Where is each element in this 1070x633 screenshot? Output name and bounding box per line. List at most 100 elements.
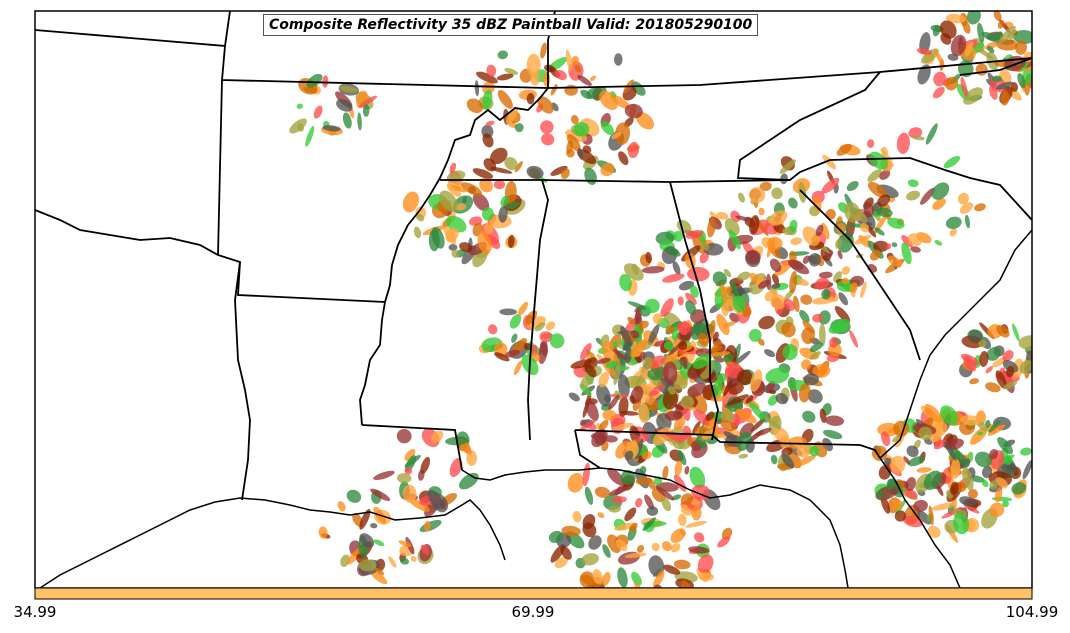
echo-blob: [771, 283, 781, 289]
echo-blob: [868, 151, 889, 170]
echo-blob: [648, 555, 665, 577]
echo-blob: [636, 545, 645, 553]
echo-blob: [726, 394, 749, 406]
echo-blob: [829, 337, 839, 348]
echo-blob: [619, 273, 632, 292]
echo-blob: [420, 544, 430, 556]
echo-blob: [589, 75, 597, 82]
echo-blob: [448, 244, 458, 251]
echo-blob: [733, 350, 751, 366]
state-borders: [35, 11, 1032, 501]
echo-blob: [534, 322, 546, 332]
echo-blob: [555, 69, 567, 81]
echo-blob: [945, 13, 966, 24]
echo-blob: [1003, 380, 1018, 390]
echo-blob: [617, 551, 640, 565]
echo-blob: [550, 84, 558, 96]
echo-blob: [939, 405, 959, 426]
echo-blob: [928, 505, 934, 526]
echo-blob: [541, 133, 555, 146]
echo-blob: [1033, 42, 1043, 61]
colorbar: [34, 587, 1033, 600]
echo-blob: [801, 327, 815, 345]
echo-blob: [362, 104, 370, 117]
echo-blob: [886, 478, 897, 490]
echo-blob: [592, 569, 604, 585]
echo-blob: [664, 410, 683, 421]
echo-blob: [834, 305, 851, 323]
echo-blob: [745, 249, 761, 265]
echo-blob: [901, 242, 912, 265]
echo-blob: [767, 395, 779, 406]
echo-blob: [841, 266, 851, 275]
echo-blob: [630, 330, 640, 339]
echo-blob: [875, 207, 893, 218]
echo-blob: [577, 75, 592, 86]
echo-blob: [517, 301, 528, 316]
echo-blob: [700, 243, 710, 251]
echo-blob: [673, 230, 684, 242]
echo-blob: [800, 294, 813, 305]
echo-blob: [638, 403, 650, 424]
echo-blob: [921, 48, 939, 64]
echo-blob: [905, 477, 917, 491]
echo-blob: [306, 73, 323, 88]
echo-blob: [602, 544, 611, 558]
echo-blob: [963, 355, 977, 372]
echo-blob: [949, 228, 957, 237]
echo-blob: [337, 501, 346, 512]
echo-blob: [750, 369, 763, 392]
echo-blob: [424, 520, 431, 532]
echo-blob: [607, 534, 622, 554]
echo-blob: [818, 310, 831, 325]
echo-blob: [735, 408, 757, 424]
echo-blob: [697, 333, 709, 346]
echo-blob: [605, 360, 618, 369]
echo-blob: [655, 485, 675, 501]
echo-blob: [736, 431, 752, 451]
echo-blob: [642, 517, 656, 531]
echo-blob: [651, 542, 660, 552]
echo-blob: [985, 366, 993, 374]
echo-blob: [615, 539, 628, 552]
echo-blob: [504, 349, 520, 358]
echo-blob: [574, 64, 582, 73]
echo-blob: [932, 86, 945, 99]
echo-blob: [652, 313, 663, 325]
echo-blob: [497, 50, 508, 60]
echo-blob: [879, 169, 891, 180]
echo-blob: [645, 251, 652, 264]
echo-blob: [844, 202, 861, 223]
echo-blob: [550, 165, 568, 176]
echo-blob: [560, 545, 572, 560]
echo-blob: [1000, 91, 1010, 106]
echo-blob: [745, 394, 754, 404]
echo-blob: [917, 64, 931, 85]
echo-blob: [1022, 460, 1032, 480]
echo-blob: [968, 329, 983, 343]
echo-blob: [907, 456, 926, 467]
echo-blob: [496, 73, 514, 81]
echo-blob: [614, 122, 631, 145]
echo-blob: [613, 53, 623, 66]
echo-blob: [479, 177, 493, 193]
echo-blob: [1006, 365, 1015, 378]
echo-blob: [513, 360, 523, 376]
echo-blob: [916, 48, 932, 55]
echo-blob: [780, 173, 788, 185]
echo-blob: [627, 141, 640, 159]
echo-blob: [933, 439, 947, 450]
echo-blob: [1026, 350, 1032, 363]
echo-blob: [635, 497, 643, 508]
echo-blob: [755, 427, 772, 436]
echo-blob: [523, 342, 532, 351]
echo-blob: [910, 246, 921, 253]
echo-blob: [611, 496, 627, 504]
echo-blob: [645, 298, 660, 314]
echo-blob: [902, 515, 923, 528]
echo-blob: [809, 351, 821, 360]
echo-blob: [931, 182, 950, 200]
echo-blob: [445, 215, 467, 233]
echo-blob: [796, 444, 811, 458]
echo-blob: [723, 268, 732, 278]
